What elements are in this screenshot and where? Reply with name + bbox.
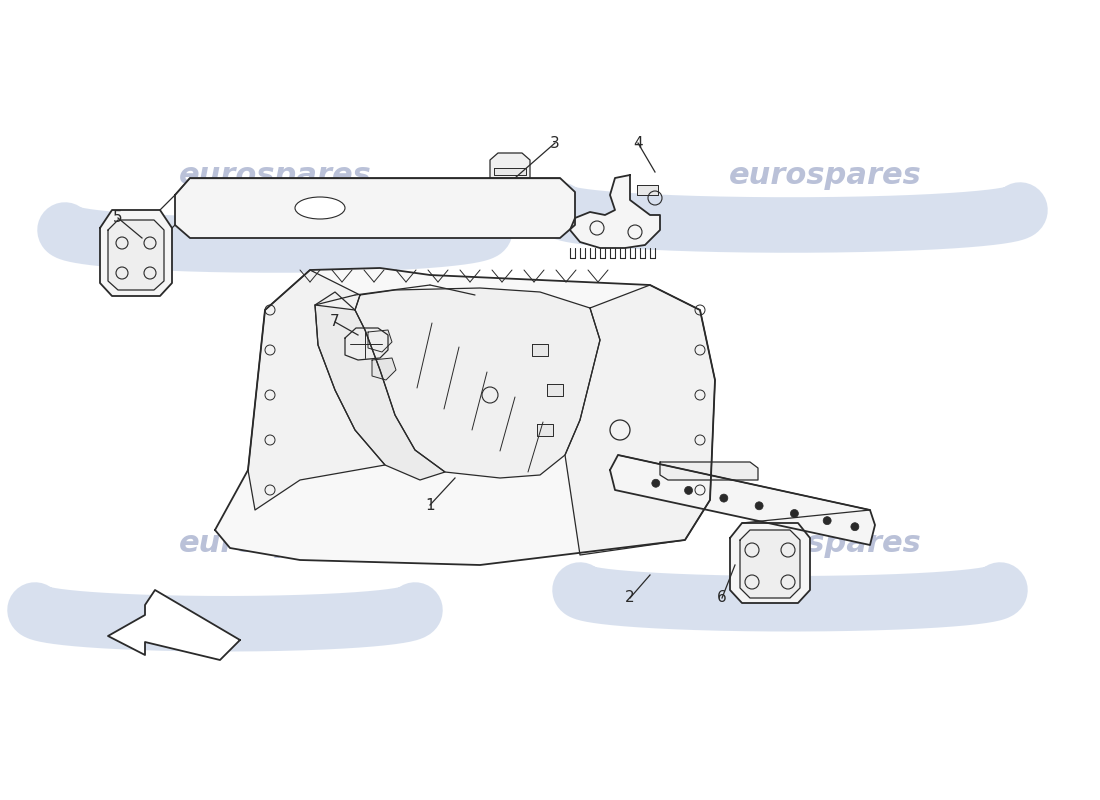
Circle shape [755, 502, 763, 510]
Polygon shape [355, 288, 600, 478]
Text: eurospares: eurospares [728, 162, 922, 190]
Polygon shape [537, 424, 553, 436]
Polygon shape [175, 178, 575, 238]
Polygon shape [490, 153, 530, 178]
Text: eurospares: eurospares [178, 162, 372, 190]
Polygon shape [740, 530, 800, 598]
Polygon shape [610, 455, 874, 545]
Polygon shape [108, 590, 240, 660]
Polygon shape [248, 270, 385, 510]
Text: 4: 4 [634, 135, 642, 150]
Polygon shape [100, 210, 172, 296]
Polygon shape [368, 330, 392, 352]
Polygon shape [214, 268, 715, 565]
Polygon shape [532, 344, 548, 356]
Circle shape [719, 494, 728, 502]
Polygon shape [315, 292, 446, 480]
Text: 3: 3 [550, 135, 560, 150]
Text: 6: 6 [717, 590, 727, 606]
Text: eurospares: eurospares [178, 530, 372, 558]
Circle shape [851, 522, 859, 530]
Polygon shape [637, 185, 658, 195]
Circle shape [652, 479, 660, 487]
Circle shape [823, 517, 832, 525]
Circle shape [684, 486, 693, 494]
Text: eurospares: eurospares [728, 530, 922, 558]
Text: 2: 2 [625, 590, 635, 606]
Text: 1: 1 [426, 498, 434, 513]
Polygon shape [547, 384, 563, 396]
Polygon shape [372, 358, 396, 380]
Polygon shape [494, 168, 526, 175]
Text: 7: 7 [330, 314, 340, 330]
Ellipse shape [295, 197, 345, 219]
Text: 5: 5 [113, 210, 123, 226]
Polygon shape [660, 462, 758, 480]
Polygon shape [570, 175, 660, 248]
Polygon shape [730, 523, 810, 603]
Polygon shape [108, 220, 164, 290]
Circle shape [791, 510, 799, 518]
Polygon shape [345, 328, 388, 360]
Polygon shape [565, 285, 715, 555]
